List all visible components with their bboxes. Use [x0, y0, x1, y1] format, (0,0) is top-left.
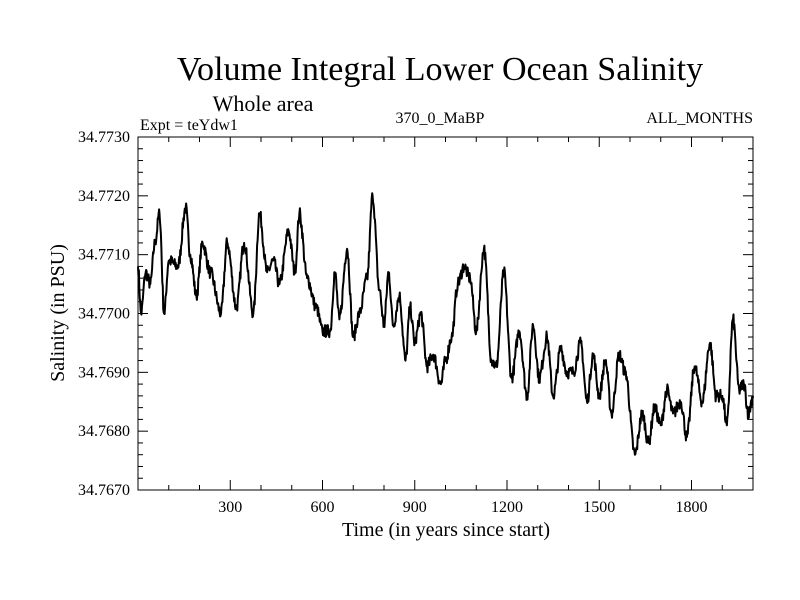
x-tick-label: 1500 [583, 499, 615, 516]
x-axis-label: Time (in years since start) [342, 519, 550, 541]
chart-title: Volume Integral Lower Ocean Salinity [177, 51, 703, 88]
x-tick-labels: 300 600 900 1200 1500 1800 [218, 499, 707, 516]
axis-ticks [138, 137, 753, 490]
x-tick-label: 900 [403, 499, 427, 516]
chart-subtitle: Whole area [213, 91, 314, 116]
annotation-period: 370_0_MaBP [396, 110, 485, 127]
y-tick-label: 34.7730 [78, 129, 130, 146]
salinity-series-line [137, 192, 754, 456]
y-axis-label: Salinity (in PSU) [47, 244, 69, 382]
annotation-experiment: Expt = teYdw1 [140, 117, 238, 134]
y-tick-label: 34.7680 [78, 423, 130, 440]
y-tick-labels: 34.7670 34.7680 34.7690 34.7700 34.7710 34.77… [78, 129, 130, 499]
x-tick-label: 300 [218, 499, 242, 516]
y-tick-label: 34.7710 [78, 247, 130, 264]
y-tick-label: 34.7670 [78, 482, 130, 499]
x-tick-label: 1200 [491, 499, 523, 516]
plot-frame [137, 136, 754, 491]
x-tick-label: 600 [311, 499, 335, 516]
y-tick-label: 34.7700 [78, 306, 130, 323]
y-tick-label: 34.7720 [78, 188, 130, 205]
y-tick-label: 34.7690 [78, 364, 130, 381]
annotation-months: ALL_MONTHS [646, 110, 753, 127]
x-tick-label: 1800 [676, 499, 708, 516]
